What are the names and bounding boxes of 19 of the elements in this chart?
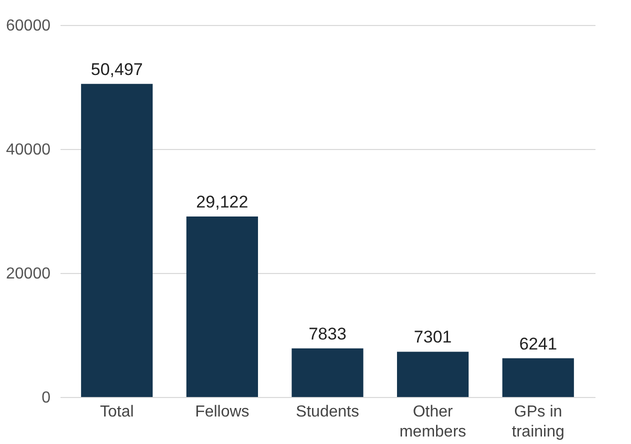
data-label: 7833 [308,324,346,344]
bar [292,348,364,397]
bar [397,352,469,397]
bar [81,84,153,397]
x-tick-label: Fellows [195,404,250,420]
data-label: 7301 [414,328,452,347]
data-label: 6241 [519,334,558,354]
y-tick-label: 40000 [6,142,51,158]
data-label: 29,122 [196,192,248,212]
x-tick-label: Total [100,404,134,420]
y-tick-label: 0 [42,390,51,406]
y-tick-label: 20000 [6,266,51,282]
data-label: 50,497 [90,60,143,79]
bar [502,358,574,397]
x-tick-label: Students [296,404,360,420]
x-tick-label: GPs in training [512,404,564,440]
y-tick-label: 60000 [6,18,51,34]
x-tick-label: Other members [399,404,466,440]
bar [186,216,258,397]
